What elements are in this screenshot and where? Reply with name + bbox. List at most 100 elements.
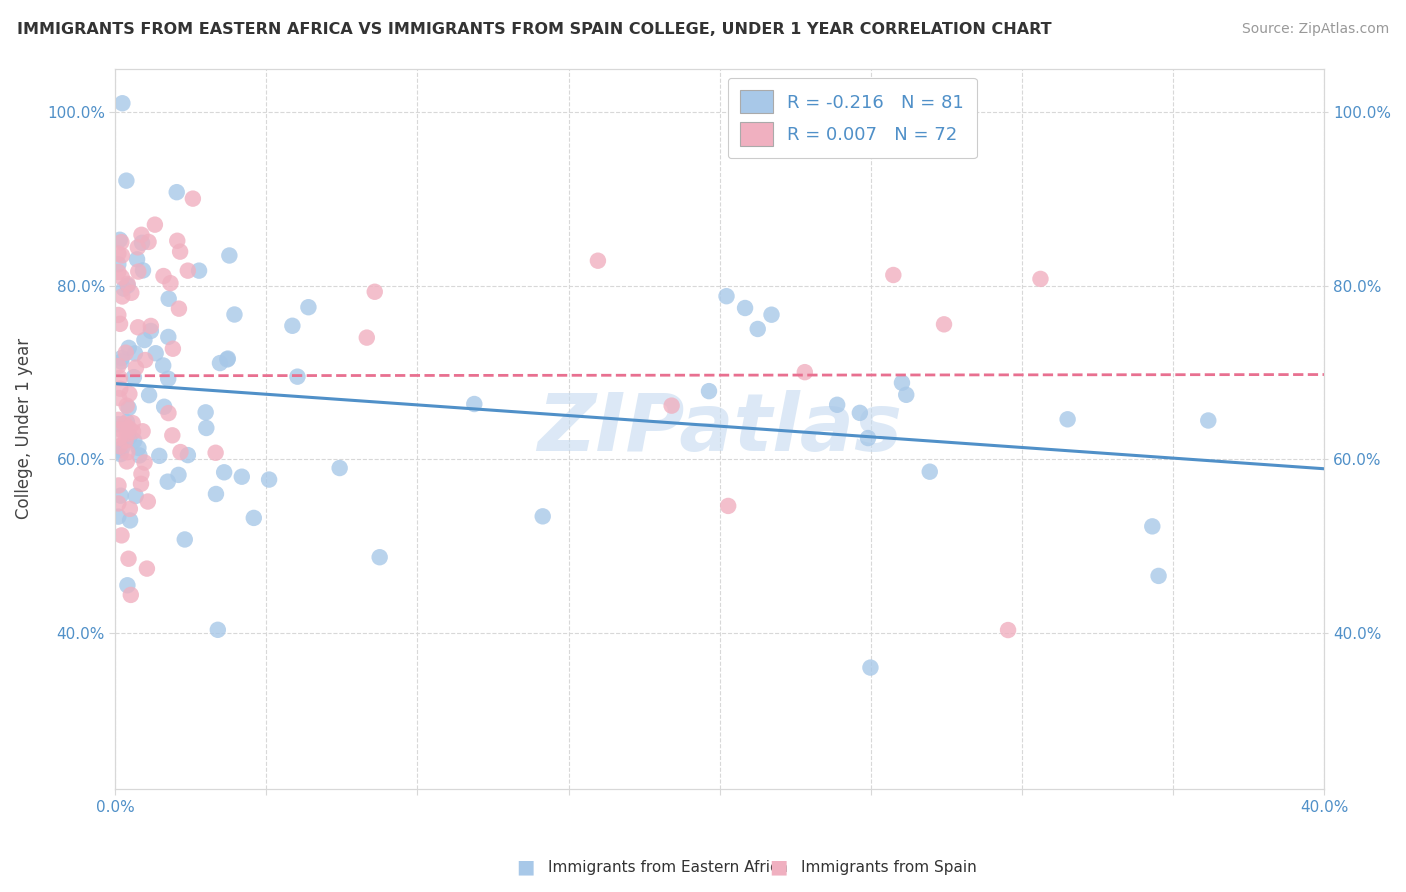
Point xyxy=(194,405,217,419)
Point xyxy=(134,353,156,368)
Point xyxy=(107,359,129,373)
Point xyxy=(217,351,239,366)
Point xyxy=(849,406,872,420)
Point xyxy=(205,487,228,501)
Point xyxy=(177,263,200,277)
Point xyxy=(747,322,769,336)
Point xyxy=(169,445,191,459)
Point xyxy=(118,421,141,435)
Point xyxy=(107,257,129,271)
Text: IMMIGRANTS FROM EASTERN AFRICA VS IMMIGRANTS FROM SPAIN COLLEGE, UNDER 1 YEAR CO: IMMIGRANTS FROM EASTERN AFRICA VS IMMIGR… xyxy=(17,22,1052,37)
Point xyxy=(856,431,879,445)
Point xyxy=(212,465,235,479)
Point xyxy=(882,268,904,282)
Point xyxy=(208,356,231,370)
Point xyxy=(107,265,129,279)
Point xyxy=(108,422,131,436)
Point xyxy=(121,416,143,430)
Text: ■: ■ xyxy=(769,857,787,877)
Text: Source: ZipAtlas.com: Source: ZipAtlas.com xyxy=(1241,22,1389,37)
Point xyxy=(107,417,129,432)
Point xyxy=(166,234,188,248)
Point xyxy=(115,415,138,429)
Point xyxy=(125,360,148,375)
Point xyxy=(157,406,180,420)
Point xyxy=(124,346,146,360)
Point xyxy=(131,467,153,481)
Point xyxy=(207,623,229,637)
Point xyxy=(127,320,149,334)
Point xyxy=(717,499,740,513)
Point xyxy=(115,454,138,468)
Point xyxy=(368,550,391,565)
Point xyxy=(111,351,134,365)
Point xyxy=(896,388,918,402)
Point xyxy=(761,308,783,322)
Point xyxy=(128,449,150,463)
Point xyxy=(118,387,141,401)
Point xyxy=(127,240,149,254)
Point xyxy=(1147,569,1170,583)
Point xyxy=(152,268,174,283)
Point xyxy=(734,301,756,315)
Point xyxy=(891,376,914,390)
Point xyxy=(143,218,166,232)
Point xyxy=(127,264,149,278)
Point xyxy=(716,289,738,303)
Point xyxy=(108,439,131,453)
Point xyxy=(115,399,138,413)
Point xyxy=(117,551,139,566)
Point xyxy=(257,473,280,487)
Point xyxy=(139,324,162,338)
Point xyxy=(111,248,134,262)
Text: ■: ■ xyxy=(516,857,534,877)
Point xyxy=(107,478,129,492)
Point xyxy=(115,426,138,441)
Point xyxy=(122,425,145,439)
Point xyxy=(114,345,136,359)
Point xyxy=(110,447,132,461)
Point xyxy=(177,448,200,462)
Text: ZIPatlas: ZIPatlas xyxy=(537,390,903,467)
Point xyxy=(117,578,139,592)
Point xyxy=(108,391,131,405)
Point xyxy=(136,494,159,508)
Point xyxy=(114,434,136,448)
Point xyxy=(173,533,195,547)
Point xyxy=(132,263,155,277)
Point xyxy=(120,285,142,300)
Point xyxy=(124,489,146,503)
Point xyxy=(1029,272,1052,286)
Point xyxy=(111,289,134,303)
Point xyxy=(108,233,131,247)
Point xyxy=(859,660,882,674)
Point xyxy=(107,413,129,427)
Point xyxy=(129,476,152,491)
Point xyxy=(107,308,129,322)
Point xyxy=(110,489,132,503)
Point xyxy=(108,371,131,385)
Point xyxy=(217,352,239,367)
Point xyxy=(156,475,179,489)
Point xyxy=(287,369,309,384)
Point xyxy=(243,511,266,525)
Point xyxy=(108,431,131,445)
Point xyxy=(169,244,191,259)
Point xyxy=(117,445,139,459)
Point xyxy=(586,253,609,268)
Point xyxy=(107,509,129,524)
Point xyxy=(117,401,139,415)
Point xyxy=(1056,412,1078,426)
Point xyxy=(148,449,170,463)
Point xyxy=(131,227,153,242)
Point xyxy=(120,588,142,602)
Point xyxy=(153,400,176,414)
Point xyxy=(166,185,188,199)
Point xyxy=(157,372,180,386)
Point xyxy=(463,397,485,411)
Point xyxy=(111,96,134,111)
Point xyxy=(138,235,160,249)
Point xyxy=(110,528,132,542)
Point xyxy=(110,235,132,249)
Point xyxy=(159,276,181,290)
